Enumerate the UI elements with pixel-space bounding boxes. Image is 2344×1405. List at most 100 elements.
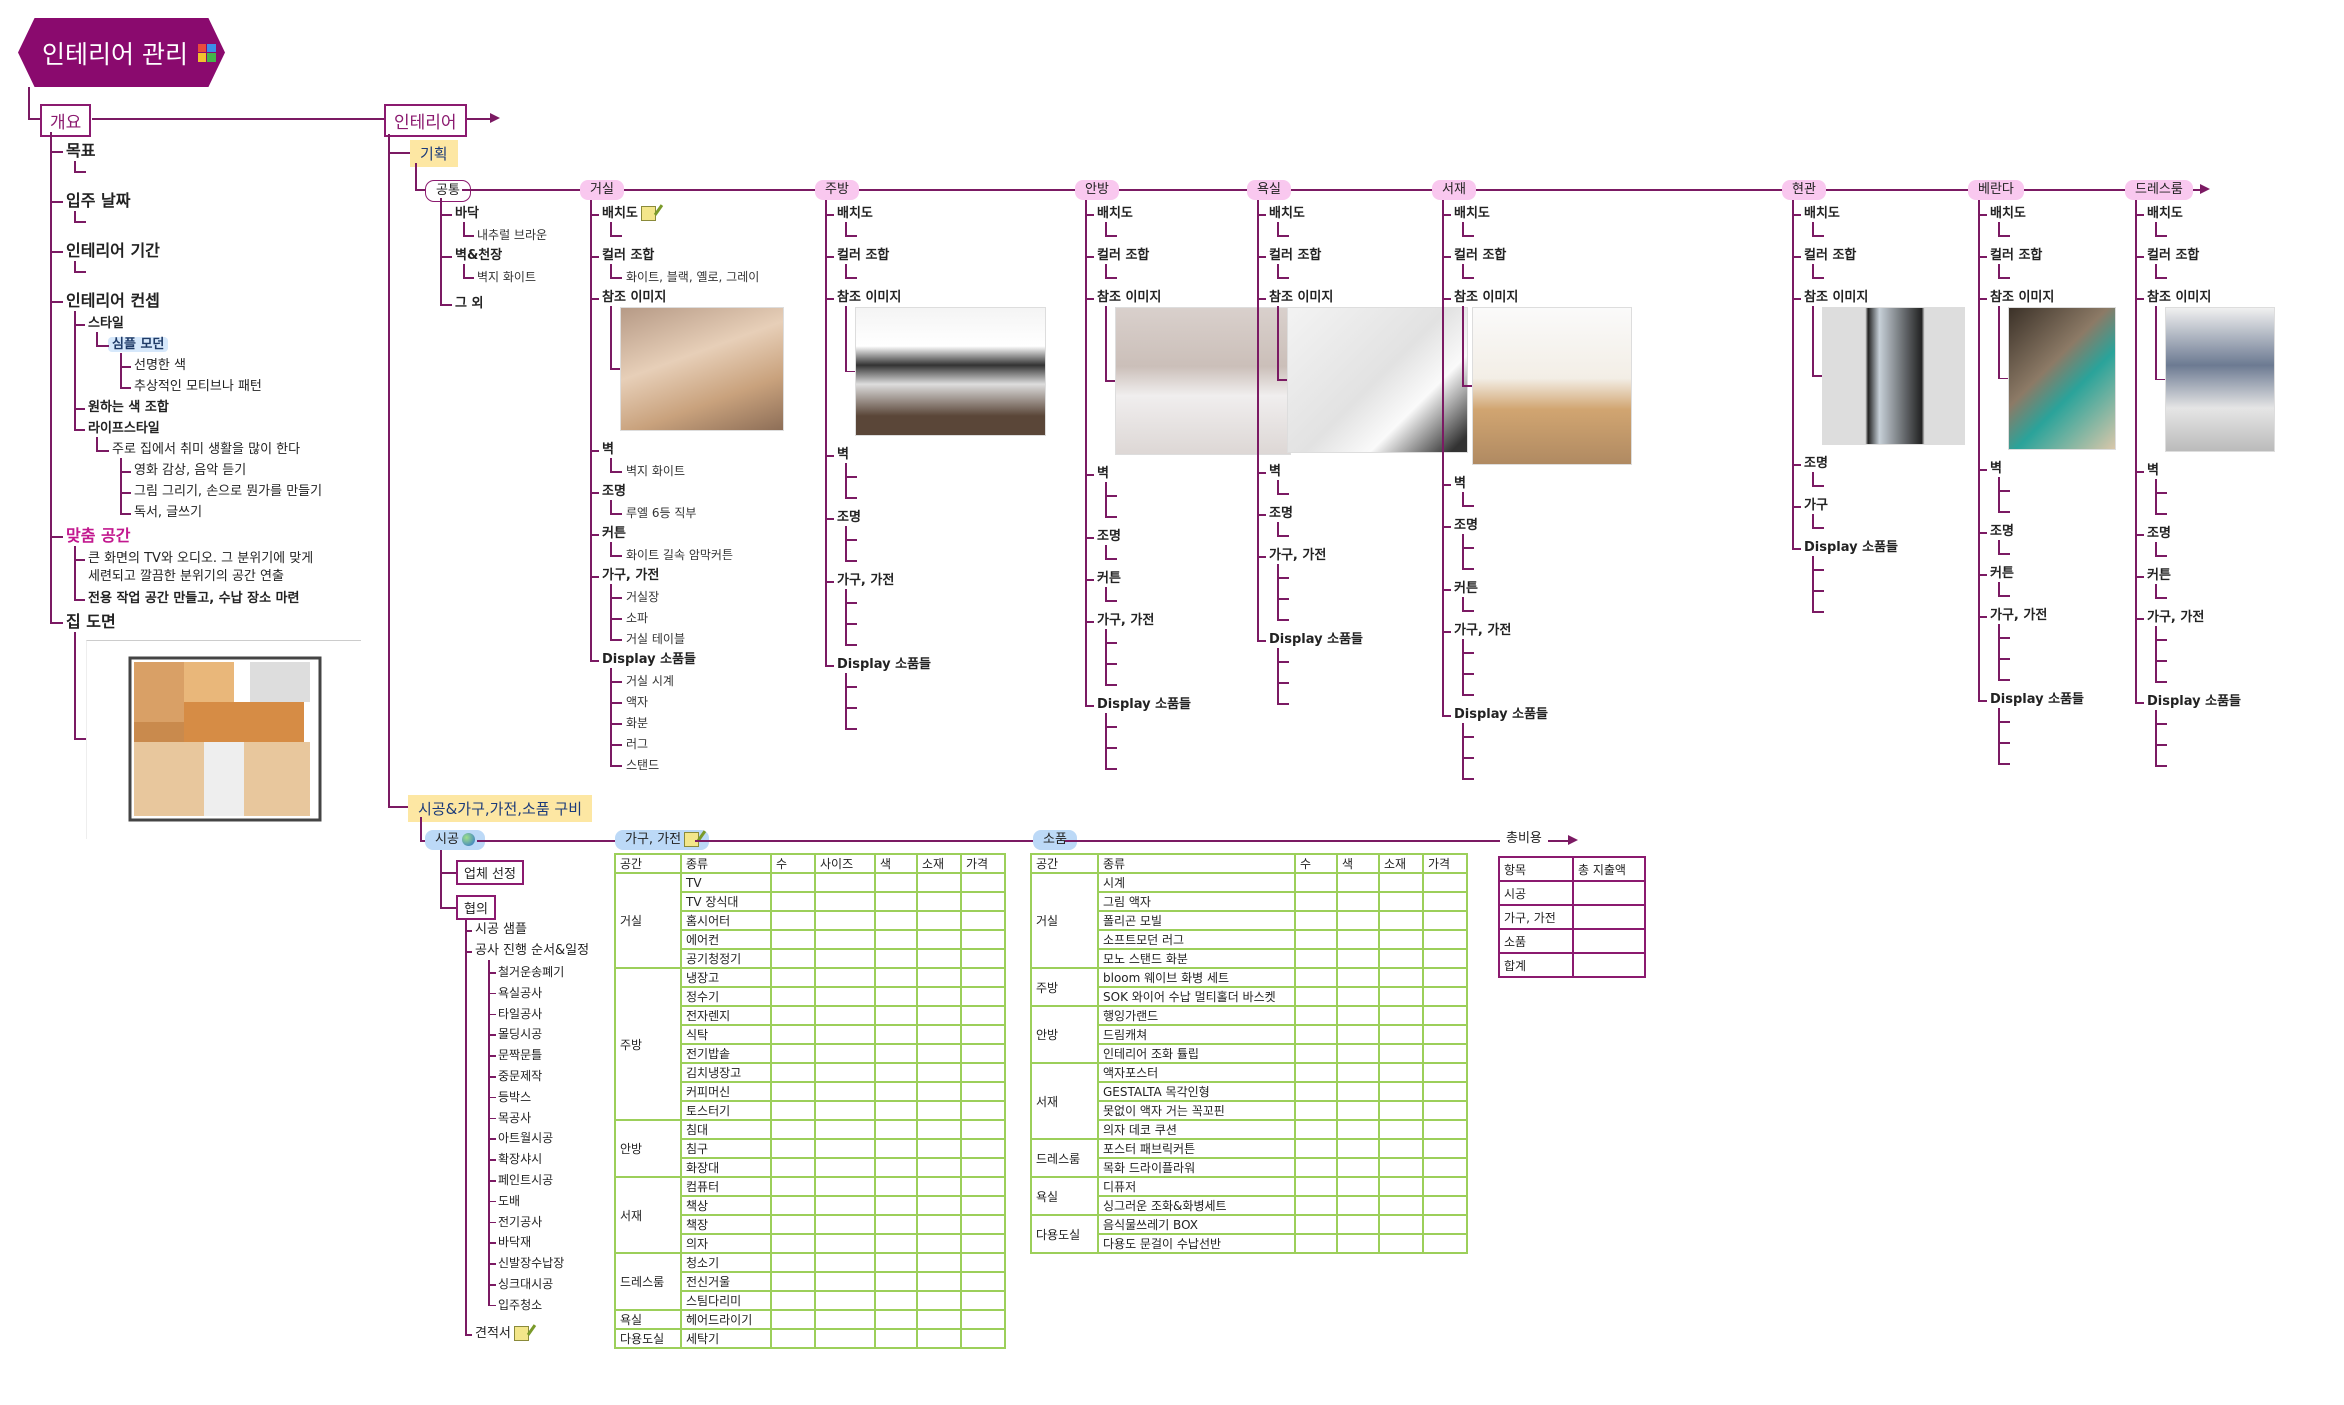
construction-schedule[interactable]: 공사 진행 순서&일정 [475, 943, 590, 958]
editable-cell[interactable] [1422, 1005, 1468, 1026]
tree-node[interactable]: 맞춤 공간 [66, 526, 131, 545]
room-item[interactable]: 커튼 [602, 525, 626, 543]
editable-cell[interactable] [770, 1081, 816, 1102]
editable-cell[interactable] [770, 891, 816, 912]
editable-cell[interactable] [1378, 891, 1424, 912]
room-item[interactable]: 가구 [1804, 497, 1828, 515]
editable-cell[interactable] [916, 1157, 962, 1178]
room-subitem[interactable]: 러그 [626, 737, 649, 751]
room-item[interactable]: 컬러 조합 [1990, 247, 2042, 265]
room-item[interactable]: 조명 [602, 483, 626, 501]
editable-cell[interactable] [874, 891, 918, 912]
editable-cell[interactable] [814, 1290, 876, 1311]
editable-cell[interactable] [960, 1195, 1006, 1216]
editable-cell[interactable] [874, 1252, 918, 1273]
room-item[interactable]: 벽 [1454, 475, 1466, 493]
editable-cell[interactable] [960, 1157, 1006, 1178]
editable-cell[interactable] [960, 1328, 1006, 1349]
editable-cell[interactable] [1336, 872, 1380, 893]
editable-cell[interactable] [1422, 1119, 1468, 1140]
room-subitem[interactable]: 거실 시계 [626, 674, 674, 688]
tree-node[interactable]: 선명한 색 [134, 358, 186, 373]
editable-cell[interactable] [874, 948, 918, 969]
editable-cell[interactable] [1378, 1005, 1424, 1026]
room-item[interactable]: Display 소품들 [2147, 693, 2241, 711]
room-item[interactable]: 배치도 [602, 205, 656, 223]
construction-step[interactable]: 입주청소 [498, 1297, 543, 1312]
editable-cell[interactable] [1336, 1157, 1380, 1178]
construction-step[interactable]: 도배 [498, 1193, 521, 1208]
editable-cell[interactable] [1422, 872, 1468, 893]
room-item[interactable]: 커튼 [1454, 580, 1478, 598]
editable-cell[interactable] [770, 967, 816, 988]
editable-cell[interactable] [770, 1233, 816, 1254]
editable-cell[interactable] [874, 986, 918, 1007]
editable-cell[interactable] [916, 1195, 962, 1216]
editable-cell[interactable] [1422, 967, 1468, 988]
editable-cell[interactable] [814, 1214, 876, 1235]
editable-cell[interactable] [960, 891, 1006, 912]
editable-cell[interactable] [1336, 1100, 1380, 1121]
editable-cell[interactable] [814, 1119, 876, 1140]
construction-step[interactable]: 아트월시공 [498, 1131, 554, 1146]
room-item[interactable]: 배치도 [1454, 205, 1490, 223]
note-icon[interactable] [640, 206, 656, 221]
editable-cell[interactable] [1422, 1138, 1468, 1159]
editable-cell[interactable] [770, 1062, 816, 1083]
editable-cell[interactable] [770, 1119, 816, 1140]
tree-node[interactable]: 전용 작업 공간 만들고, 수납 장소 마련 [88, 591, 300, 606]
room-item[interactable]: 조명 [1097, 528, 1121, 546]
room-item[interactable]: 참조 이미지 [1454, 289, 1518, 307]
editable-cell[interactable] [814, 1328, 876, 1349]
room-item[interactable]: 참조 이미지 [837, 289, 901, 307]
editable-cell[interactable] [1378, 1214, 1424, 1235]
editable-cell[interactable] [916, 1328, 962, 1349]
editable-cell[interactable] [814, 986, 876, 1007]
root-topic[interactable]: 인테리어 관리 [18, 18, 225, 87]
editable-cell[interactable] [916, 1024, 962, 1045]
editable-cell[interactable] [1378, 910, 1424, 931]
editable-cell[interactable] [960, 1176, 1006, 1197]
tree-node[interactable]: 큰 화면의 TV와 오디오. 그 분위기에 맞게 세련되고 깔끔한 분위기의 공… [88, 551, 314, 584]
construction-step[interactable]: 욕실공사 [498, 985, 543, 1000]
editable-cell[interactable] [814, 1252, 876, 1273]
room-item[interactable]: 조명 [1269, 505, 1293, 523]
editable-cell[interactable] [1378, 1233, 1424, 1254]
room-0[interactable]: 거실 [580, 180, 624, 200]
editable-cell[interactable] [874, 1157, 918, 1178]
editable-cell[interactable] [1378, 1195, 1424, 1216]
construction-step[interactable]: 중문제작 [498, 1069, 543, 1083]
room-7[interactable]: 드레스룸 [2125, 180, 2193, 200]
editable-cell[interactable] [916, 948, 962, 969]
room-item[interactable]: 가구, 가전 [602, 567, 659, 585]
room-subitem[interactable]: 거실 테이블 [626, 632, 686, 646]
editable-cell[interactable] [1422, 1157, 1468, 1178]
editable-cell[interactable] [1336, 1024, 1380, 1045]
editable-cell[interactable] [814, 1005, 876, 1026]
construction-step[interactable]: 문짝문틀 [498, 1048, 543, 1063]
editable-cell[interactable] [770, 1271, 816, 1292]
room-subitem[interactable]: 스탠드 [626, 758, 660, 772]
editable-cell[interactable] [874, 1290, 918, 1311]
room-item[interactable]: 벽 [837, 446, 849, 464]
editable-cell[interactable] [1422, 891, 1468, 912]
room-item[interactable]: 컬러 조합 [1269, 247, 1321, 265]
room-item[interactable]: 가구, 가전 [1454, 622, 1511, 640]
editable-cell[interactable] [874, 1138, 918, 1159]
editable-cell[interactable] [916, 986, 962, 1007]
editable-cell[interactable] [1294, 1119, 1338, 1140]
room-item[interactable]: 벽 [602, 441, 614, 459]
room-3[interactable]: 욕실 [1247, 180, 1291, 200]
room-item[interactable]: 벽 [1269, 463, 1281, 481]
room-item[interactable]: 벽 [2147, 462, 2159, 480]
editable-cell[interactable] [770, 1195, 816, 1216]
editable-cell[interactable] [960, 1252, 1006, 1273]
editable-cell[interactable] [1294, 872, 1338, 893]
editable-cell[interactable] [874, 1119, 918, 1140]
editable-cell[interactable] [1336, 1081, 1380, 1102]
room-item[interactable]: 가구, 가전 [1269, 547, 1326, 565]
room-6[interactable]: 베란다 [1968, 180, 2024, 200]
room-2[interactable]: 안방 [1075, 180, 1119, 200]
editable-cell[interactable] [960, 967, 1006, 988]
topic-furniture[interactable]: 가구, 가전 [615, 830, 710, 850]
